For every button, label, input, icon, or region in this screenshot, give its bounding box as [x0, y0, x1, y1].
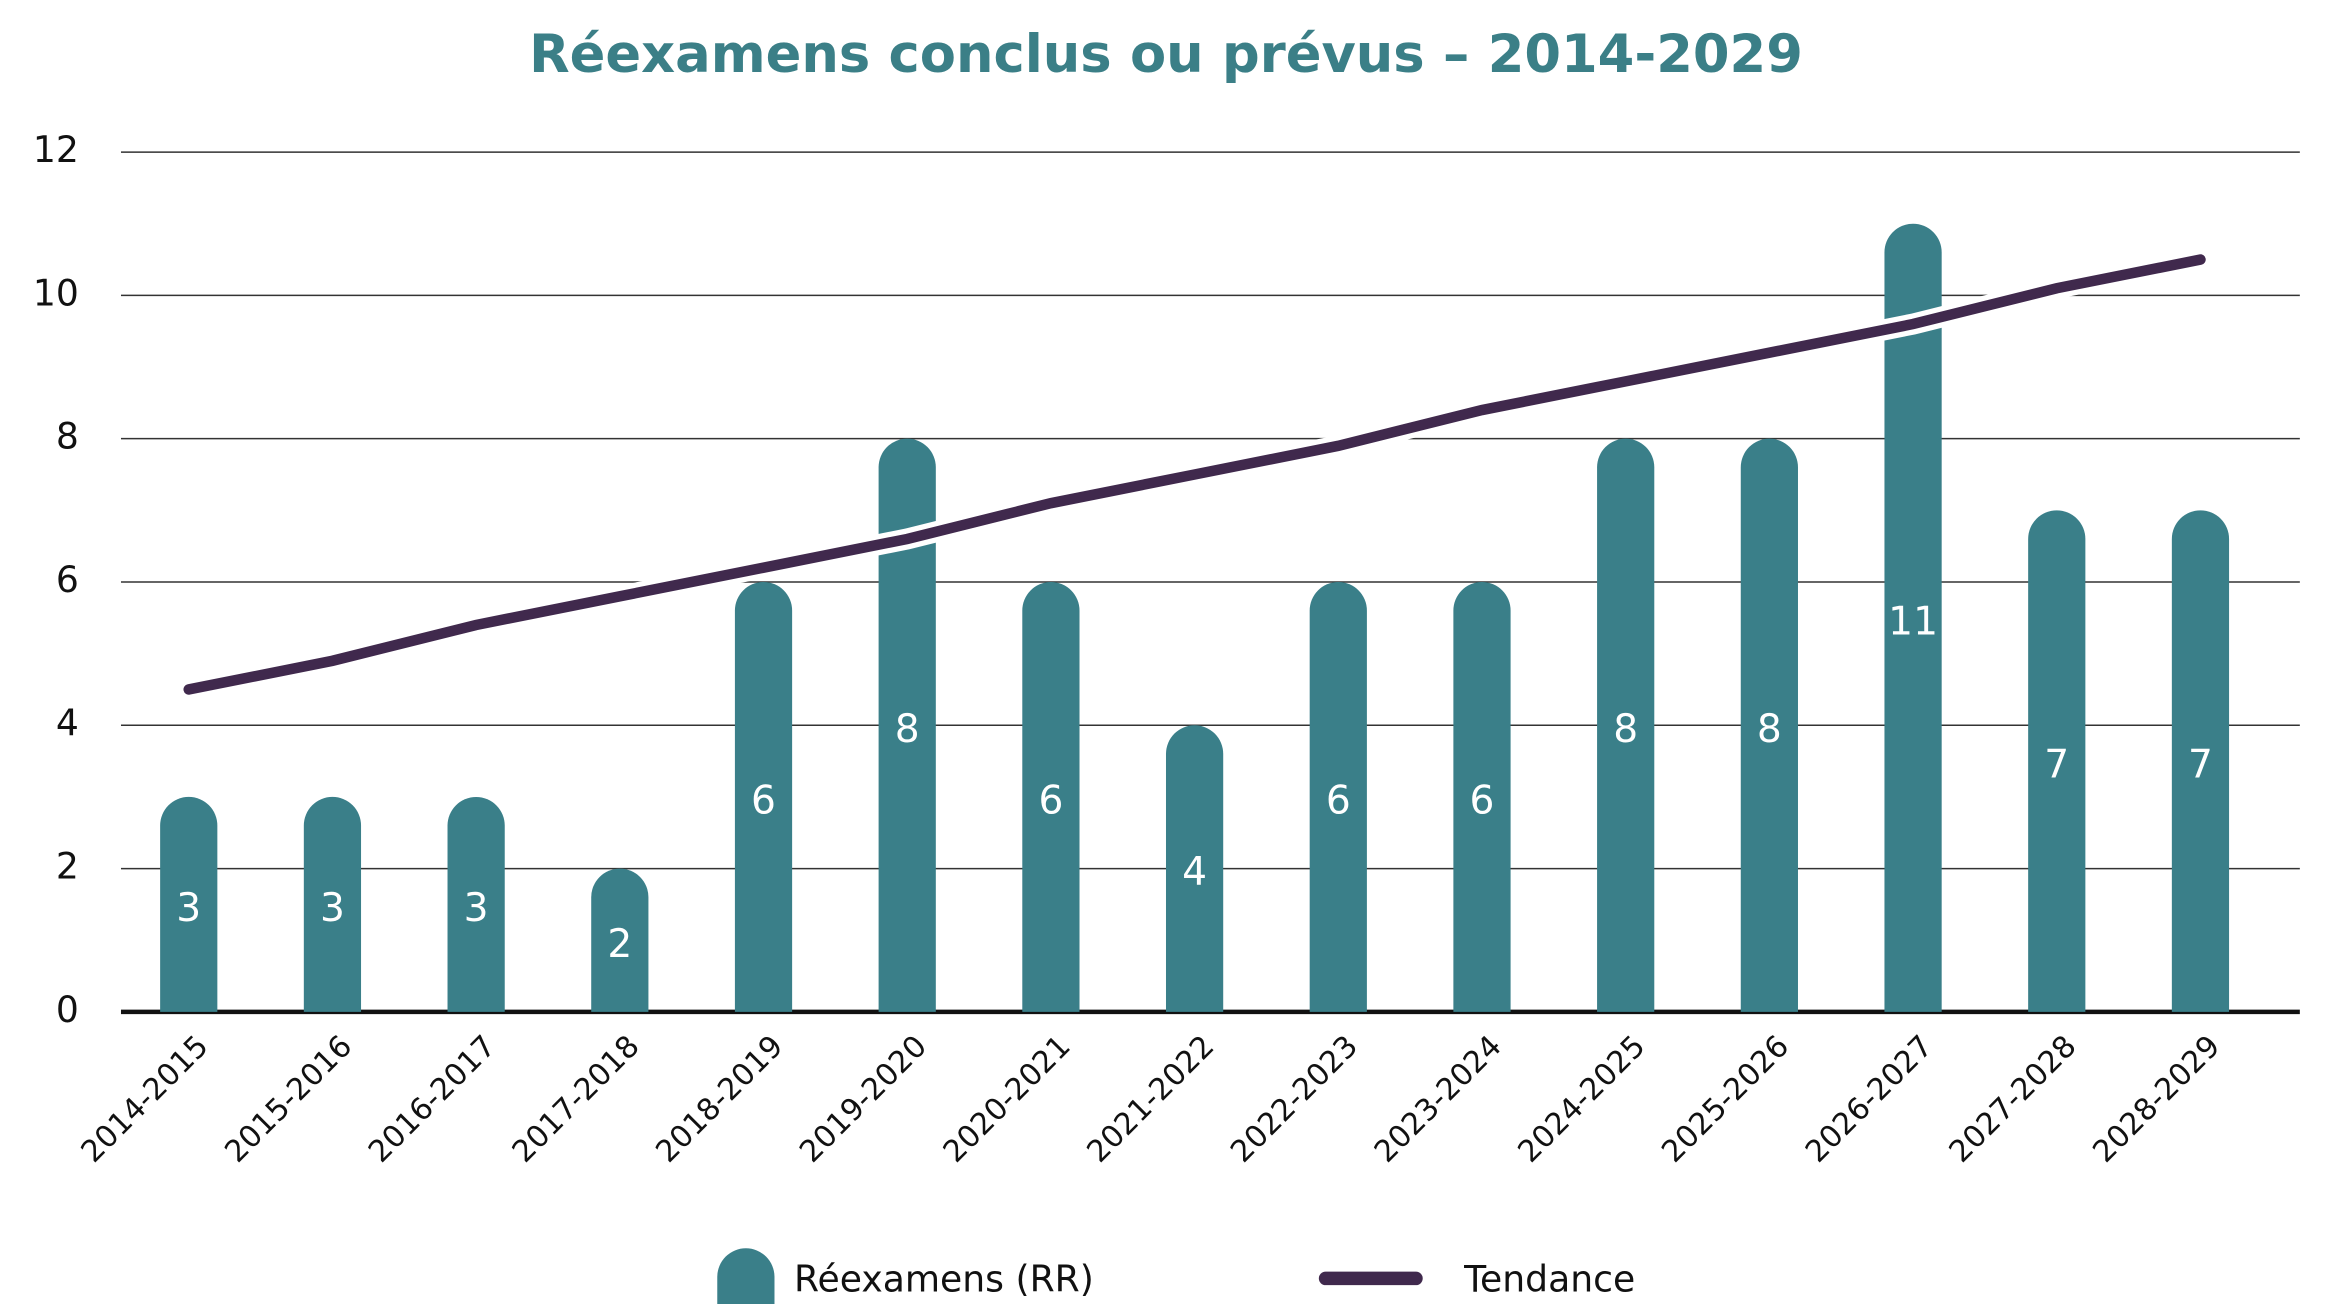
bar — [734, 581, 793, 1012]
bar — [1597, 438, 1655, 1012]
data-label: 6 — [1326, 778, 1351, 823]
data-label: 8 — [1757, 707, 1782, 752]
x-tick-label: 2016-2017 — [362, 1029, 503, 1170]
bar — [160, 796, 218, 1012]
data-label: 3 — [176, 886, 201, 931]
x-tick-label: 2028-2029 — [2086, 1029, 2227, 1170]
legend-label: Tendance — [1463, 1257, 1635, 1300]
bar — [1884, 223, 1942, 1012]
legend-swatch — [717, 1248, 775, 1304]
bar — [1309, 581, 1367, 1012]
data-label: 8 — [1613, 707, 1638, 752]
legend-label: Réexamens (RR) — [794, 1257, 1094, 1300]
data-label: 6 — [1470, 778, 1495, 823]
trend-line — [183, 254, 2206, 695]
x-tick-label: 2017-2018 — [506, 1029, 647, 1170]
x-tick-label: 2020-2021 — [937, 1029, 1078, 1170]
y-tick-label: 4 — [56, 701, 79, 744]
data-label: 6 — [751, 778, 776, 823]
data-label: 2 — [607, 922, 632, 967]
x-tick-label: 2023-2024 — [1368, 1029, 1509, 1170]
x-tick-label: 2026-2027 — [1799, 1029, 1940, 1170]
data-label: 7 — [2044, 743, 2069, 788]
data-label: 7 — [2188, 743, 2213, 788]
chart-title: Réexamens conclus ou prévus – 2014-2029 — [529, 24, 1803, 85]
y-tick-label: 8 — [56, 415, 79, 458]
bar — [303, 796, 362, 1012]
bar — [591, 868, 649, 1012]
x-tick-label: 2024-2025 — [1512, 1029, 1653, 1170]
x-tick-label: 2014-2015 — [75, 1029, 216, 1170]
x-tick-label: 2015-2016 — [218, 1029, 359, 1170]
bar — [878, 438, 936, 1012]
data-label: 4 — [1182, 850, 1207, 895]
y-tick-label: 2 — [56, 845, 79, 888]
y-tick-label: 0 — [56, 988, 79, 1031]
bar — [1740, 438, 1798, 1012]
bar — [447, 796, 505, 1012]
data-label: 8 — [895, 707, 920, 752]
bar — [1022, 581, 1080, 1012]
x-tick-label: 2021-2022 — [1081, 1029, 1222, 1170]
data-label: 3 — [320, 886, 345, 931]
x-tick-label: 2019-2020 — [793, 1029, 934, 1170]
bar — [2171, 510, 2230, 1012]
bar — [1165, 725, 1224, 1012]
y-tick-label: 10 — [33, 271, 79, 314]
data-label: 6 — [1038, 778, 1063, 823]
data-label: 11 — [1888, 599, 1938, 644]
x-tick-label: 2018-2019 — [649, 1029, 790, 1170]
x-tick-label: 2022-2023 — [1224, 1029, 1365, 1170]
data-label: 3 — [464, 886, 489, 931]
y-tick-label: 12 — [33, 128, 79, 171]
x-tick-label: 2025-2026 — [1655, 1029, 1796, 1170]
bar — [2028, 510, 2086, 1012]
x-tick-label: 2027-2028 — [1943, 1029, 2084, 1170]
bar — [1453, 581, 1511, 1012]
y-tick-label: 6 — [56, 558, 79, 601]
